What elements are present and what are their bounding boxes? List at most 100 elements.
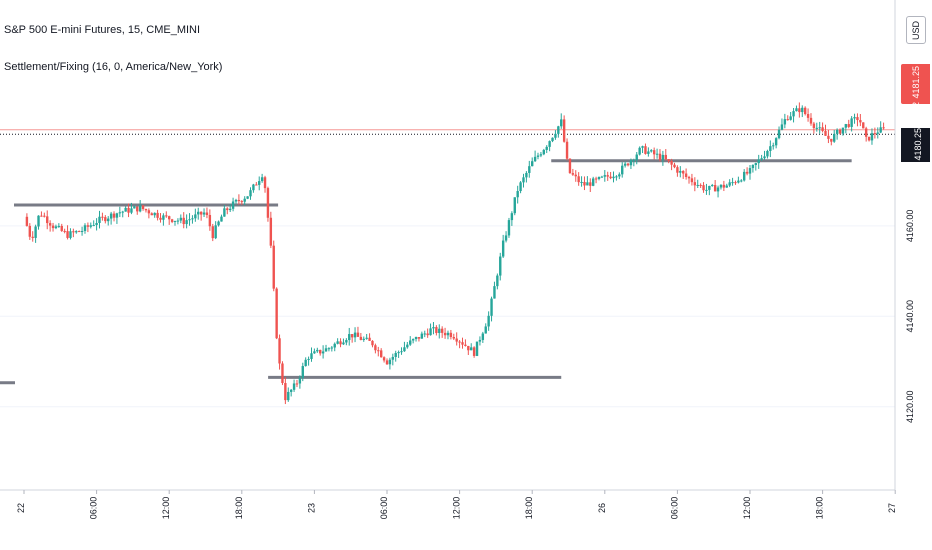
- candle-body-137: [423, 333, 426, 335]
- candle-body-174: [531, 161, 534, 167]
- candle-body-32: [118, 212, 122, 214]
- candle-body-263: [789, 116, 792, 120]
- candle-body-290: [867, 136, 871, 141]
- candle-body-217: [655, 153, 659, 155]
- candle-body-201: [609, 176, 612, 179]
- candle-body-138: [426, 333, 429, 336]
- candle-body-281: [841, 127, 845, 134]
- candle-body-157: [481, 333, 485, 340]
- candle-body-253: [760, 158, 763, 160]
- candle-body-92: [292, 383, 296, 390]
- candle-body-186: [565, 141, 569, 159]
- candle-body-231: [696, 184, 699, 186]
- candle-body-203: [615, 176, 618, 178]
- candle-body-63: [208, 214, 212, 227]
- candle-body-183: [557, 126, 560, 134]
- candle-body-48: [165, 215, 168, 217]
- candle-body-85: [272, 245, 275, 289]
- candle-body-29: [109, 213, 113, 219]
- candle-body-189: [574, 174, 577, 177]
- candle-body-276: [827, 135, 830, 139]
- candle-body-260: [780, 124, 784, 130]
- candle-body-3: [34, 226, 37, 238]
- candle-body-191: [580, 181, 583, 183]
- candle-body-144: [443, 332, 447, 336]
- candle-body-37: [133, 206, 136, 209]
- candle-body-226: [682, 170, 685, 174]
- candle-body-133: [411, 339, 415, 341]
- candle-body-220: [664, 154, 667, 160]
- candle-body-73: [237, 199, 241, 202]
- candle-body-194: [589, 182, 592, 186]
- currency-label: USD: [911, 20, 921, 40]
- candle-body-150: [461, 342, 464, 345]
- candle-body-11: [57, 225, 61, 227]
- candle-body-228: [687, 176, 691, 179]
- candle-body-234: [705, 189, 708, 191]
- x-tick-label-11: 18:00: [815, 497, 825, 520]
- y-tick-label-0: 4120.00: [905, 390, 915, 423]
- candle-body-237: [713, 185, 717, 192]
- currency-button[interactable]: USD: [906, 16, 926, 44]
- candle-body-35: [127, 207, 130, 213]
- candle-body-248: [745, 171, 749, 174]
- x-tick-label-12: 27: [887, 503, 897, 513]
- candle-body-122: [379, 350, 383, 358]
- candle-body-214: [647, 151, 650, 154]
- candle-body-165: [504, 235, 508, 241]
- candle-body-180: [548, 141, 551, 147]
- candle-body-136: [420, 333, 424, 339]
- candle-body-31: [115, 213, 119, 218]
- symbol-title[interactable]: S&P 500 E-mini Futures, 15, CME_MINI: [4, 24, 201, 36]
- candle-body-94: [298, 377, 302, 384]
- candle-body-117: [365, 337, 368, 339]
- candle-body-289: [864, 128, 868, 137]
- candle-body-181: [551, 137, 554, 142]
- candle-body-102: [321, 351, 325, 354]
- candle-body-185: [562, 119, 566, 142]
- candle-body-235: [708, 185, 711, 190]
- candle-body-287: [859, 120, 862, 123]
- candle-body-149: [458, 341, 461, 343]
- candle-body-18: [77, 231, 81, 233]
- candle-body-233: [702, 185, 705, 191]
- candle-body-264: [792, 111, 795, 117]
- x-tick-label-4: 23: [306, 503, 316, 513]
- candle-body-291: [870, 133, 874, 141]
- candle-body-206: [623, 163, 627, 166]
- candle-body-123: [382, 357, 386, 361]
- candle-body-51: [173, 220, 177, 222]
- candle-body-54: [182, 217, 185, 225]
- candle-body-87: [278, 338, 281, 364]
- indicator-label[interactable]: Settlement/Fixing (16, 0, America/New_Yo…: [4, 61, 223, 73]
- candle-body-271: [812, 123, 816, 129]
- candle-body-66: [217, 221, 220, 226]
- last-price-tag: 4181.25 13:22: [901, 64, 930, 124]
- candle-body-244: [734, 182, 737, 184]
- candle-body-19: [80, 231, 84, 233]
- candle-body-147: [452, 337, 455, 339]
- candle-body-52: [176, 220, 180, 222]
- x-axis-tick-labels: 22 06:00 12:00 18:00 23 06:00 12:00 18:00 26 06:0…: [16, 497, 897, 520]
- candle-body-259: [777, 129, 781, 139]
- candle-body-219: [661, 154, 665, 160]
- candle-body-71: [231, 201, 235, 209]
- candle-body-279: [835, 129, 839, 134]
- candle-body-9: [51, 225, 55, 229]
- y-tick-label-2: 4160.00: [905, 210, 915, 243]
- candle-body-274: [821, 127, 824, 131]
- candle-body-208: [629, 160, 633, 166]
- candle-body-280: [838, 129, 842, 134]
- candle-body-164: [501, 240, 505, 257]
- candle-body-75: [243, 198, 246, 202]
- candle-body-155: [475, 341, 479, 356]
- candle-body-107: [336, 341, 339, 344]
- candle-body-76: [246, 196, 249, 199]
- candle-body-158: [484, 326, 487, 334]
- candle-body-159: [487, 315, 490, 327]
- candle-body-153: [470, 347, 473, 351]
- candle-body-139: [429, 328, 432, 336]
- x-tick-label-8: 26: [597, 503, 607, 513]
- candle-body-26: [101, 216, 104, 218]
